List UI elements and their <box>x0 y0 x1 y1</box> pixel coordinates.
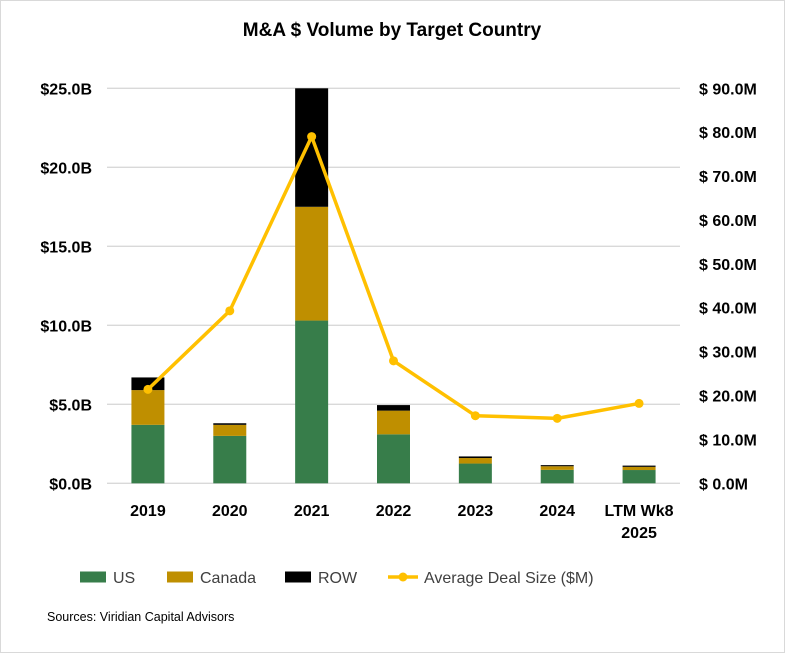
point-average-deal-size <box>225 306 235 316</box>
right-axis-tick-label: $ 0.0M <box>699 476 748 493</box>
bar-us-ltm-wk8-2025 <box>622 470 656 484</box>
legend-label: Average Deal Size ($M) <box>424 570 594 587</box>
bar-row-2024 <box>540 465 574 467</box>
bar-canada-2020 <box>213 424 247 436</box>
left-axis-tick-label: $0.0B <box>49 476 92 493</box>
left-axis-tick-label: $20.0B <box>40 160 92 177</box>
bar-canada-2021 <box>295 206 329 321</box>
x-axis-tick-label: 2020 <box>212 503 248 520</box>
legend-swatch <box>167 571 193 583</box>
x-axis-tick-label: 2019 <box>130 503 166 520</box>
legend-label: Canada <box>200 570 256 587</box>
left-axis-tick-label: $5.0B <box>49 397 92 414</box>
x-axis-tick-label: 2024 <box>539 503 575 520</box>
left-axis-tick-label: $10.0B <box>40 318 92 335</box>
point-average-deal-size <box>634 398 644 408</box>
bar-canada-ltm-wk8-2025 <box>622 466 656 471</box>
left-axis-ticks: $0.0B $5.0B $10.0B $15.0B $20.0B $25.0B <box>40 81 92 493</box>
point-average-deal-size <box>470 411 480 421</box>
legend-item-average-deal-size-m: Average Deal Size ($M) <box>388 570 594 587</box>
right-axis-ticks: $ 0.0M $ 10.0M $ 20.0M $ 30.0M $ 40.0M $ 50.0… <box>699 81 757 493</box>
point-average-deal-size <box>389 356 398 366</box>
bar-row-2023 <box>458 456 492 459</box>
bar-us-2019 <box>131 424 165 484</box>
source-note: Sources: Viridian Capital Advisors <box>47 610 234 624</box>
average-deal-size-line <box>143 132 644 423</box>
point-average-deal-size <box>307 132 317 142</box>
line-average-deal-size <box>146 134 640 421</box>
bar-us-2020 <box>213 435 247 484</box>
right-axis-tick-label: $ 70.0M <box>699 169 757 186</box>
gridlines <box>107 87 680 484</box>
right-axis-tick-label: $ 90.0M <box>699 81 757 98</box>
x-axis-tick-label: 2021 <box>294 503 330 520</box>
bar-us-2022 <box>377 434 410 484</box>
bar-us-2021 <box>295 320 329 484</box>
right-axis-tick-label: $ 50.0M <box>699 257 757 274</box>
legend-item-canada: Canada <box>167 570 256 587</box>
legend-item-row: ROW <box>285 570 358 587</box>
chart-title: M&A $ Volume by Target Country <box>243 20 542 41</box>
bar-canada-2019 <box>131 390 165 425</box>
bar-canada-2023 <box>458 458 492 464</box>
point-average-deal-size <box>552 413 562 423</box>
legend-swatch <box>80 571 106 583</box>
legend-item-us: US <box>80 570 135 587</box>
right-axis-tick-label: $ 60.0M <box>699 213 757 230</box>
right-axis-tick-label: $ 20.0M <box>699 389 757 406</box>
left-axis-tick-label: $15.0B <box>40 239 92 256</box>
right-axis-tick-label: $ 10.0M <box>699 432 757 449</box>
right-axis-tick-label: $ 30.0M <box>699 345 757 362</box>
right-axis-tick-label: $ 80.0M <box>699 125 757 142</box>
bar-canada-2024 <box>540 466 574 470</box>
x-axis-tick-label: LTM Wk8 2025 <box>605 503 674 542</box>
category-labels: 2019 2020 2021 2022 2023 2024 LTM Wk8 2025 <box>130 503 674 542</box>
bar-row-2021 <box>295 88 329 207</box>
point-average-deal-size <box>143 384 153 394</box>
legend-label: US <box>113 570 135 587</box>
right-axis-tick-label: $ 40.0M <box>699 301 757 318</box>
left-axis-tick-label: $25.0B <box>40 81 92 98</box>
legend-swatch <box>285 571 311 583</box>
bar-row-2020 <box>213 423 247 425</box>
bar-us-2023 <box>458 463 492 484</box>
x-axis-tick-label: 2023 <box>458 503 494 520</box>
legend-label: ROW <box>318 570 358 587</box>
x-axis-tick-label: 2022 <box>376 503 412 520</box>
legend: US Canada ROW Average Deal Size ($M) <box>80 570 594 587</box>
bar-row-ltm-wk8-2025 <box>622 465 656 467</box>
bar-row-2022 <box>377 405 410 411</box>
bar-us-2024 <box>540 469 574 484</box>
legend-marker <box>398 572 408 582</box>
bar-canada-2022 <box>377 410 410 435</box>
bars <box>131 88 656 484</box>
